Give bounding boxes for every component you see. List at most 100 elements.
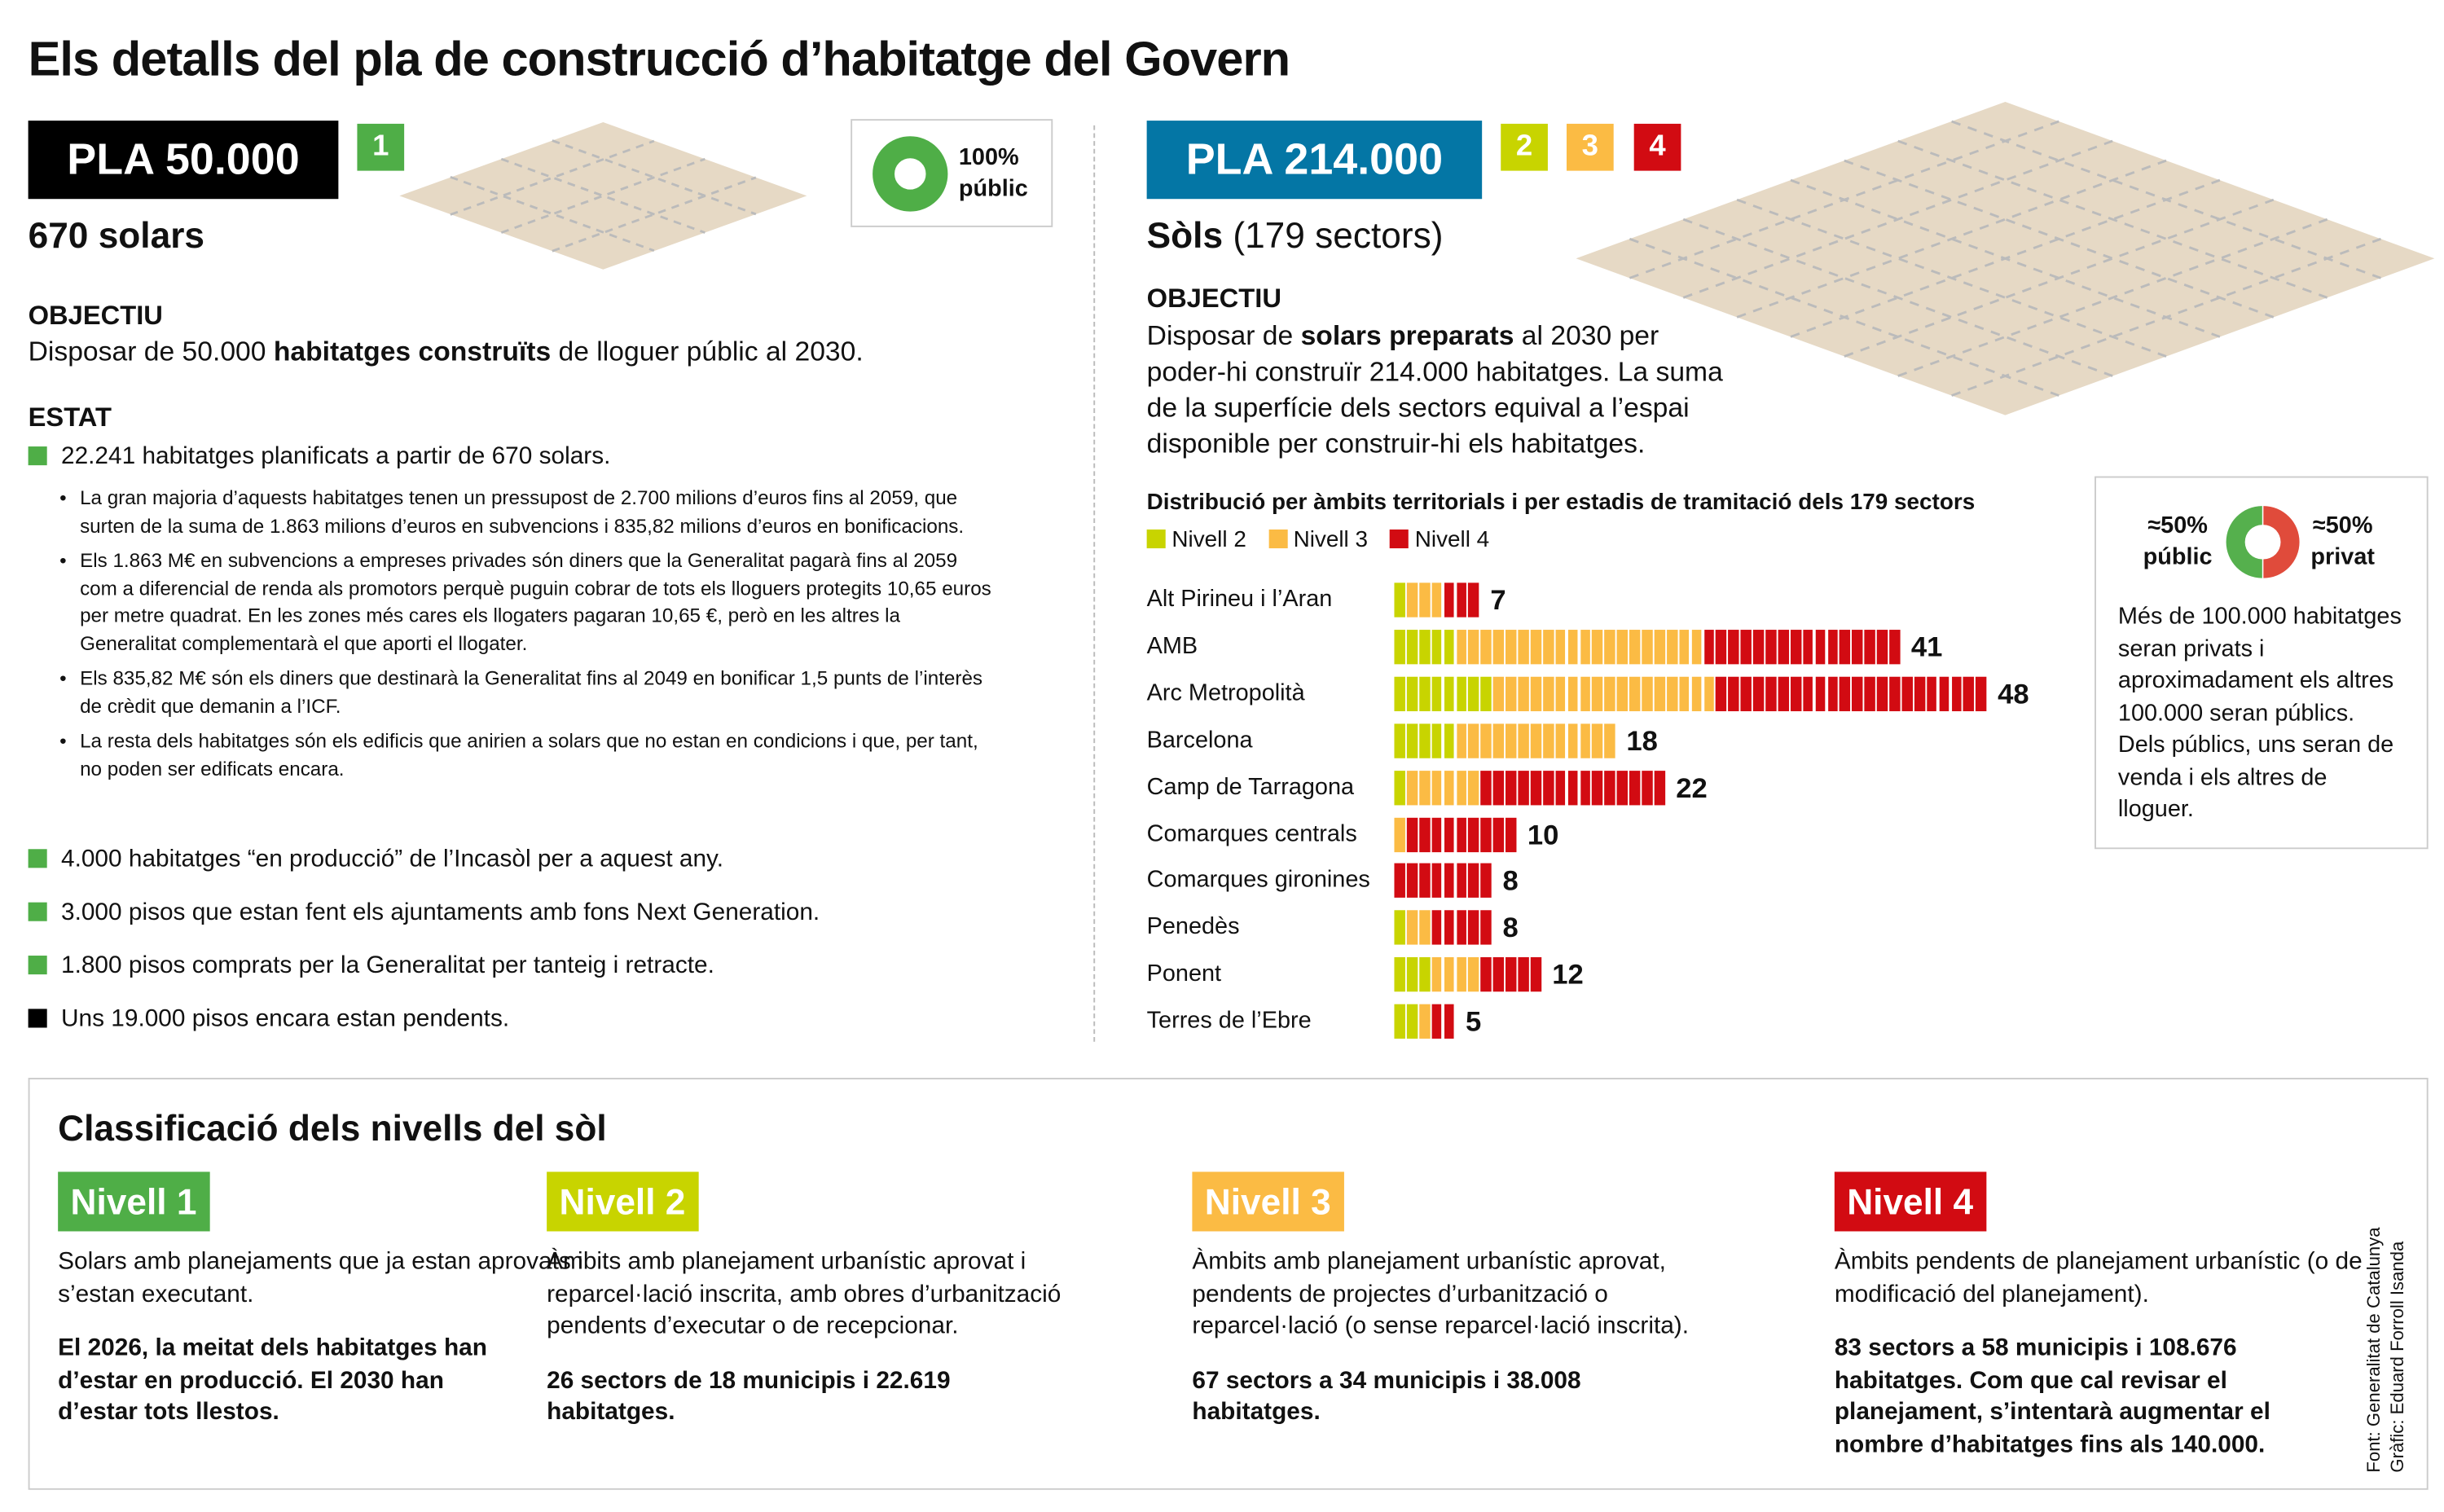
bar-unit-nivell-2: [1394, 582, 1405, 618]
bar-unit-nivell-4: [1431, 910, 1443, 946]
bar-unit-nivell-4: [1431, 864, 1443, 899]
bar-unit-nivell-3: [1654, 676, 1665, 711]
bar-unit-nivell-4: [1468, 864, 1479, 899]
bar-unit-nivell-3: [1567, 676, 1579, 711]
page-title: Els detalls del pla de construcció d’hab…: [28, 31, 1290, 86]
bar-unit-nivell-4: [1728, 676, 1739, 711]
level-card-1: Nivell 1 Solars amb planejaments que ja e…: [58, 1171, 591, 1429]
bar-unit-nivell-4: [1740, 629, 1752, 665]
bar-total-label: 7: [1490, 584, 1506, 616]
bullet-item: Els 1.863 M€ en subvencions a empreses p…: [59, 548, 991, 658]
bar-total-label: 10: [1527, 818, 1559, 850]
bar-unit-nivell-3: [1592, 676, 1603, 711]
bar-unit-nivell-2: [1406, 629, 1418, 665]
bar-unit-nivell-2: [1394, 629, 1405, 665]
legend-swatch-nivell3: [1268, 529, 1287, 549]
bar-unit-nivell-3: [1406, 582, 1418, 618]
bar-unit-nivell-3: [1580, 629, 1591, 665]
estat-item: 1.800 pisos comprats per la Generalitat …: [28, 952, 714, 981]
bar-unit-nivell-2: [1431, 723, 1443, 758]
bar-unit-nivell-2: [1406, 957, 1418, 992]
sectors-tile-illustration: [1576, 101, 2435, 415]
bar-unit-nivell-2: [1394, 1004, 1405, 1040]
bar-unit-nivell-3: [1480, 629, 1492, 665]
bar-unit-nivell-3: [1431, 957, 1443, 992]
public-donut-icon: [873, 136, 948, 212]
levels-panel: [28, 1078, 2429, 1490]
bar-unit-nivell-4: [1852, 629, 1863, 665]
bar-unit-nivell-3: [1691, 629, 1703, 665]
estat-item: 3.000 pisos que estan fent els ajuntamen…: [28, 899, 820, 928]
bar-unit-nivell-4: [1889, 676, 1901, 711]
bar-unit-nivell-4: [1840, 629, 1851, 665]
bar-unit-nivell-4: [1567, 770, 1579, 805]
level-label: Nivell 3: [1192, 1171, 1344, 1232]
bar-unit-nivell-2: [1431, 629, 1443, 665]
bar-unit-nivell-4: [1827, 629, 1839, 665]
plot-tile-illustration: [399, 121, 807, 270]
level-badge-3: 3: [1567, 123, 1614, 171]
bar-total-label: 5: [1465, 1005, 1482, 1038]
bar-unit-nivell-4: [1951, 676, 1963, 711]
bar-unit-nivell-3: [1654, 629, 1665, 665]
bar-unit-nivell-4: [1753, 676, 1765, 711]
bar-unit-nivell-4: [1406, 864, 1418, 899]
bar-unit-nivell-3: [1691, 676, 1703, 711]
bar-unit-nivell-2: [1406, 1004, 1418, 1040]
bar-unit-nivell-3: [1418, 910, 1430, 946]
bar-unit-nivell-3: [1530, 723, 1541, 758]
column-divider: [1093, 125, 1096, 1042]
bar-unit-nivell-3: [1456, 957, 1467, 992]
bar-unit-nivell-4: [1604, 770, 1615, 805]
bar-unit-nivell-3: [1418, 582, 1430, 618]
bullet-item: Els 835,82 M€ són els diners que destina…: [59, 666, 991, 720]
bar-unit-nivell-2: [1394, 770, 1405, 805]
right-objective-heading: OBJECTIU: [1146, 284, 1281, 314]
category-label: Ponent: [1146, 960, 1222, 987]
bar-unit-nivell-3: [1554, 629, 1567, 665]
bar-unit-nivell-4: [1728, 629, 1739, 665]
level-summary: El 2026, la meitat dels habitatges han d…: [58, 1334, 487, 1426]
bar-unit-nivell-4: [1418, 816, 1430, 852]
bar-unit-nivell-4: [1394, 864, 1405, 899]
level-description: Àmbits pendents de planejament urbanísti…: [1834, 1248, 2363, 1308]
bar-unit-nivell-4: [1616, 770, 1628, 805]
bar-unit-nivell-4: [1468, 910, 1479, 946]
bar-unit-nivell-3: [1642, 676, 1653, 711]
public-label: públic: [2143, 543, 2213, 570]
bar-unit-nivell-2: [1444, 723, 1455, 758]
bar-unit-nivell-4: [1765, 629, 1777, 665]
bar-unit-nivell-2: [1394, 910, 1405, 946]
bar-unit-nivell-3: [1468, 770, 1479, 805]
legend-swatch-nivell2: [1146, 529, 1166, 549]
bar-unit-nivell-3: [1444, 957, 1455, 992]
bar-unit-nivell-4: [1642, 770, 1653, 805]
bar-unit-nivell-4: [1889, 629, 1901, 665]
left-subtitle: 670 solars: [28, 214, 205, 256]
bar-unit-nivell-4: [1468, 816, 1479, 852]
bar-unit-nivell-2: [1418, 957, 1430, 992]
bar-unit-nivell-4: [1778, 629, 1789, 665]
bar-unit-nivell-3: [1554, 676, 1567, 711]
estat-item: Uns 19.000 pisos encara estan pendents.: [28, 1006, 509, 1035]
bar-unit-nivell-3: [1444, 770, 1455, 805]
bar-unit-nivell-4: [1629, 770, 1641, 805]
bar-unit-nivell-4: [1592, 770, 1603, 805]
bar-unit-nivell-4: [1506, 957, 1517, 992]
bar-unit-nivell-4: [1480, 957, 1492, 992]
bar-unit-nivell-3: [1604, 676, 1615, 711]
bar-unit-nivell-3: [1456, 770, 1467, 805]
bar-unit-nivell-3: [1678, 629, 1690, 665]
bar-unit-nivell-3: [1554, 723, 1567, 758]
bar-unit-nivell-2: [1444, 676, 1455, 711]
bar-unit-nivell-3: [1678, 676, 1690, 711]
public-pct: ≈50%: [2147, 512, 2208, 539]
bar-unit-nivell-4: [1864, 676, 1875, 711]
bar-unit-nivell-4: [1530, 770, 1541, 805]
level-card-2: Nivell 2 Àmbits amb planejament urbanísti…: [547, 1171, 1079, 1429]
level-badge-4: 4: [1633, 123, 1681, 171]
bar-unit-nivell-4: [1492, 816, 1505, 852]
bar-unit-nivell-2: [1431, 676, 1443, 711]
estat-heading: ESTAT: [28, 402, 112, 433]
bar-unit-nivell-4: [1444, 582, 1455, 618]
